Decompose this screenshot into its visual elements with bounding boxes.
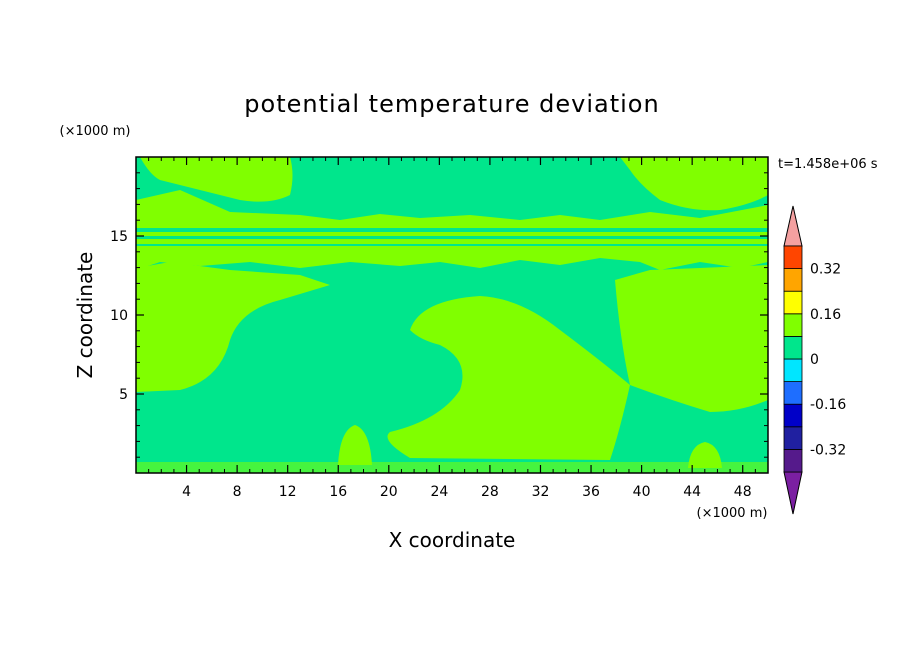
y-tick-label: 15	[110, 229, 128, 245]
x-ticks: 4 8 12 16 20 24 28 32 36 40 44 48	[148, 157, 756, 500]
colorbar-under-triangle	[783, 471, 803, 515]
contour-stripe	[136, 228, 768, 232]
colorbar-segment	[783, 268, 803, 292]
x-tick-label: 32	[532, 484, 550, 500]
y-tick-label: 5	[119, 387, 128, 403]
x-tick-label: 44	[683, 484, 701, 500]
colorbar-segment	[783, 335, 803, 360]
y-axis-label: Z coordinate	[73, 252, 97, 379]
contour-fill-positive-top-left	[136, 157, 293, 202]
x-tick-label: 16	[329, 484, 347, 500]
x-tick-label: 48	[734, 484, 752, 500]
contour-stripe	[136, 244, 768, 246]
x-tick-label: 4	[182, 484, 191, 500]
y-axis-unit: (×1000 m)	[60, 124, 131, 139]
colorbar-segment	[783, 358, 803, 383]
colorbar-segment	[783, 381, 803, 405]
x-tick-label: 28	[481, 484, 499, 500]
x-tick-label: 36	[582, 484, 600, 500]
colorbar-segment	[783, 290, 803, 315]
contour-fill-positive-bottom-lobe	[688, 442, 722, 468]
colorbar-label: 0.16	[810, 307, 841, 323]
colorbar-segment	[783, 403, 803, 428]
contour-stripe	[136, 236, 768, 239]
y-tick-label: 10	[110, 308, 128, 324]
contour-fill-positive-bottom-lobe	[338, 425, 372, 465]
colorbar-segment	[783, 245, 803, 270]
chart-title: potential temperature deviation	[244, 90, 659, 118]
colorbar: -0.32 -0.16 0 0.16 0.32	[783, 205, 846, 515]
time-label: t=1.458e+06 s	[778, 157, 878, 172]
x-tick-label: 24	[430, 484, 448, 500]
x-axis-unit: (×1000 m)	[697, 506, 768, 521]
colorbar-label: -0.16	[810, 397, 846, 413]
y-ticks: 5 10 15	[110, 172, 768, 458]
colorbar-label: -0.32	[810, 442, 846, 458]
contour-fill-positive-right	[615, 265, 768, 412]
contour-fill-positive-center	[387, 296, 630, 460]
colorbar-segment	[783, 448, 803, 473]
colorbar-over-triangle	[783, 205, 803, 247]
x-tick-label: 12	[279, 484, 297, 500]
x-axis-label: X coordinate	[389, 528, 516, 552]
x-tick-label: 8	[233, 484, 242, 500]
colorbar-segment	[783, 426, 803, 450]
contour-fill-positive-top-right	[620, 157, 768, 211]
colorbar-label: 0	[810, 352, 819, 368]
colorbar-segment	[783, 313, 803, 337]
colorbar-label: 0.32	[810, 262, 841, 278]
x-tick-label: 40	[633, 484, 651, 500]
x-tick-label: 20	[380, 484, 398, 500]
contour-fill-positive-left	[136, 262, 330, 392]
contour-fill-positive-bottom-strip	[136, 462, 768, 473]
